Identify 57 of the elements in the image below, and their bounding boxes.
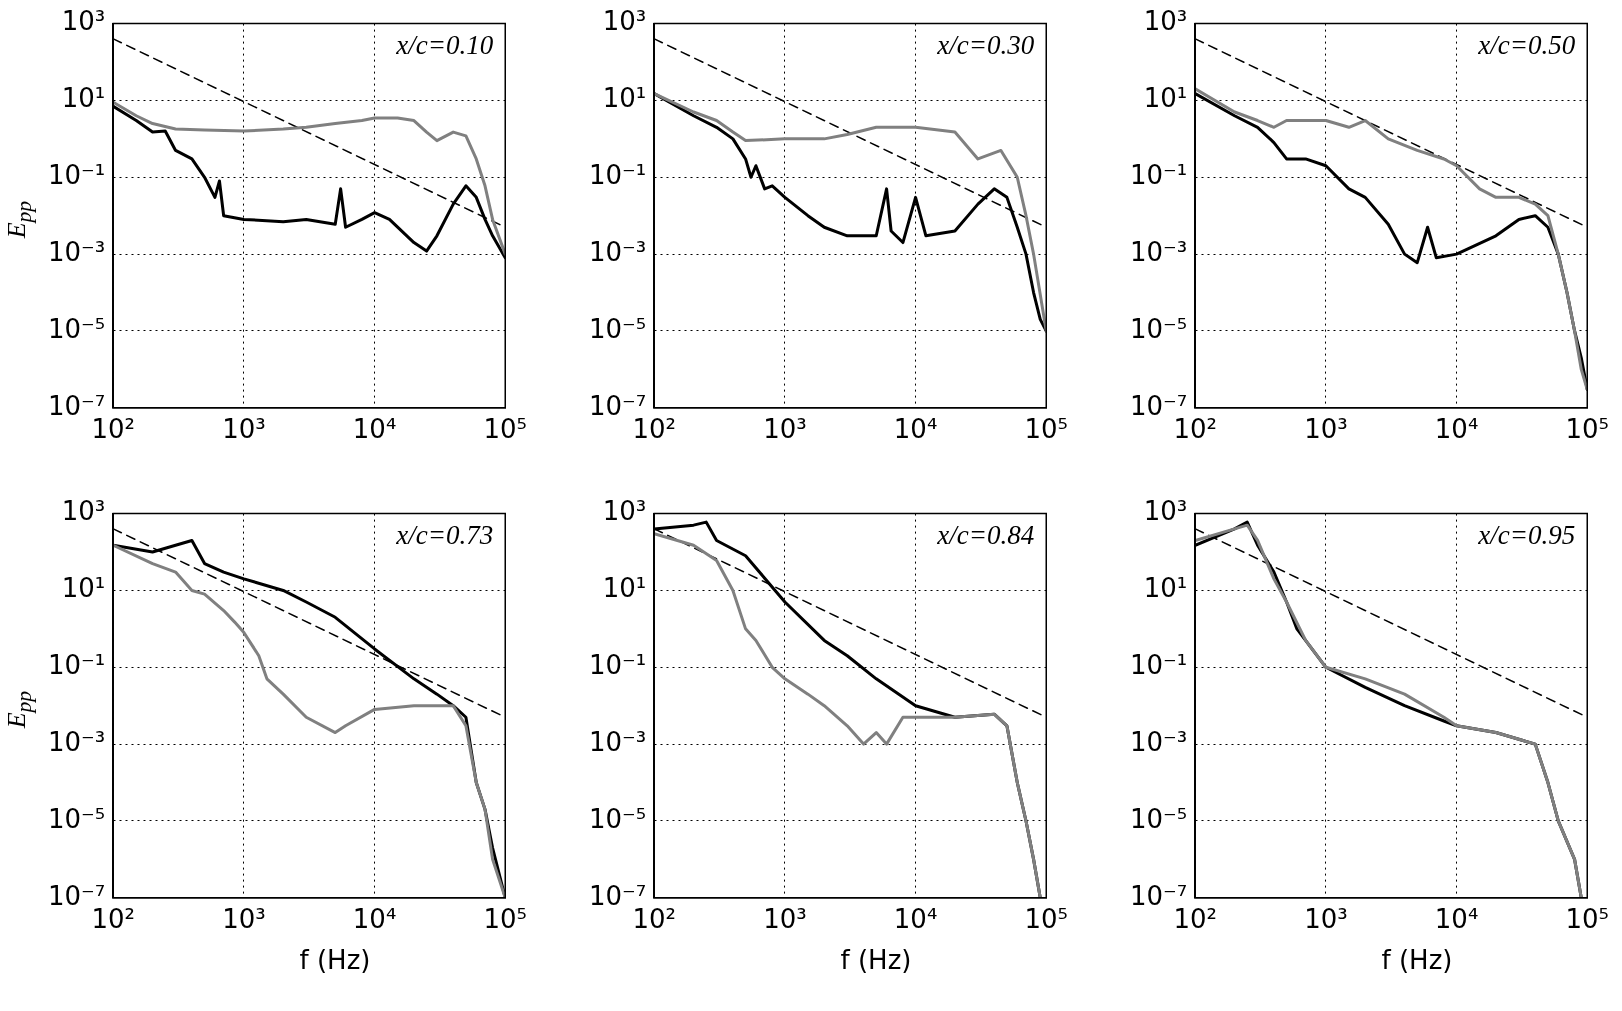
annotation: x/c=0.95: [1477, 520, 1576, 551]
x-tick-label: 10⁴: [352, 414, 397, 445]
y-tick-label: 10⁻¹: [589, 160, 647, 191]
x-tick-label: 10⁵: [1024, 414, 1068, 445]
y-tick-label: 10³: [1143, 496, 1188, 527]
y-tick-label: 10³: [61, 6, 106, 37]
x-tick-label: 10³: [763, 904, 807, 935]
y-tick-label: 10⁻¹: [48, 650, 106, 681]
x-tick-label: 10³: [222, 414, 266, 445]
y-tick-label: 10¹: [602, 573, 647, 604]
y-tick-label: 10⁻³: [48, 726, 106, 757]
x-tick-label: 10⁵: [483, 414, 527, 445]
y-tick-label: 10⁻⁵: [1130, 313, 1188, 344]
y-tick-label: 10¹: [61, 83, 106, 114]
y-tick-label: 10⁻¹: [1130, 650, 1188, 681]
x-tick-label: 10⁵: [1565, 904, 1609, 935]
y-tick-label: 10⁻¹: [589, 650, 647, 681]
x-axis-title: f (Hz): [1380, 945, 1454, 975]
y-tick-label: 10⁻³: [589, 236, 647, 267]
annotation: x/c=0.50: [1477, 30, 1576, 61]
annotation: x/c=0.84: [936, 520, 1035, 551]
y-tick-label: 10¹: [1143, 573, 1188, 604]
y-tick-label: 10¹: [602, 83, 647, 114]
y-tick-label: 10⁻¹: [1130, 160, 1188, 191]
y-tick-label: 10⁻³: [48, 236, 106, 267]
y-tick-label: 10³: [602, 6, 647, 37]
y-tick-label: 10⁻³: [1130, 236, 1188, 267]
x-tick-label: 10⁴: [893, 904, 938, 935]
annotation: x/c=0.10: [395, 30, 494, 61]
y-tick-label: 10⁻⁵: [589, 803, 647, 834]
x-axis-title: f (Hz): [839, 945, 913, 975]
x-axis-title: f (Hz): [298, 945, 372, 975]
y-tick-label: 10⁻³: [1130, 726, 1188, 757]
y-tick-label: 10⁻⁵: [48, 313, 106, 344]
y-tick-label: 10³: [1143, 6, 1188, 37]
y-tick-label: 10⁻¹: [48, 160, 106, 191]
y-tick-label: 10⁻³: [589, 726, 647, 757]
y-tick-label: 10³: [61, 496, 106, 527]
annotation: x/c=0.30: [936, 30, 1035, 61]
y-tick-label: 10³: [602, 496, 647, 527]
x-tick-label: 10⁴: [1434, 904, 1479, 935]
x-tick-label: 10³: [763, 414, 807, 445]
x-tick-label: 10⁵: [1024, 904, 1068, 935]
annotation: x/c=0.73: [395, 520, 494, 551]
x-tick-label: 10⁴: [1434, 414, 1479, 445]
y-tick-label: 10⁻⁵: [48, 803, 106, 834]
y-tick-label: 10¹: [61, 573, 106, 604]
x-tick-label: 10⁵: [483, 904, 527, 935]
x-tick-label: 10⁴: [352, 904, 397, 935]
x-tick-label: 10³: [222, 904, 266, 935]
x-tick-label: 10⁴: [893, 414, 938, 445]
y-tick-label: 10⁻⁵: [589, 313, 647, 344]
x-tick-label: 10⁵: [1565, 414, 1609, 445]
x-tick-label: 10³: [1304, 414, 1348, 445]
y-tick-label: 10⁻⁵: [1130, 803, 1188, 834]
x-tick-label: 10³: [1304, 904, 1348, 935]
y-tick-label: 10¹: [1143, 83, 1188, 114]
